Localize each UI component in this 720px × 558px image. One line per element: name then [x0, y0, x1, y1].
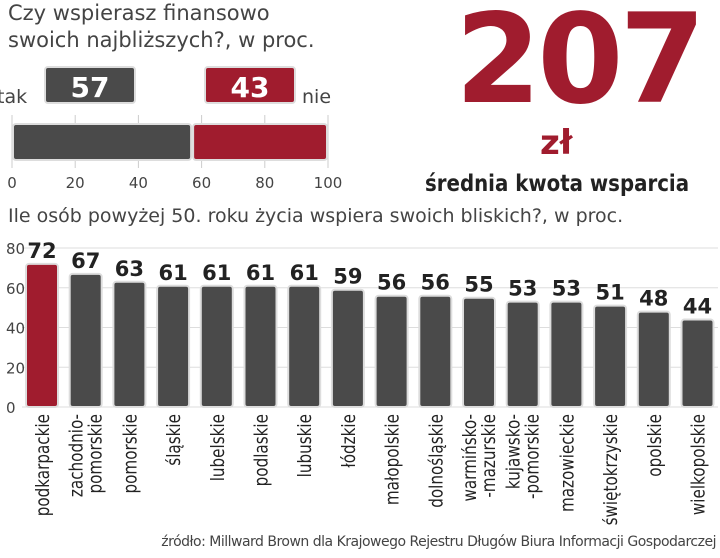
bar [549, 300, 584, 409]
data-label: 48 [639, 287, 668, 311]
data-label: 55 [464, 273, 493, 297]
category-label: dolnośląskie [426, 414, 448, 508]
category-label: wielkopolskie [688, 414, 710, 515]
data-label: 61 [246, 261, 275, 285]
bar [112, 280, 147, 409]
bar [68, 272, 103, 408]
bar-nie [192, 123, 328, 161]
data-label: 61 [158, 261, 187, 285]
category-label: zachodnio-pomorskie [66, 414, 107, 497]
bar [25, 262, 59, 408]
x-tick-label: 0 [7, 174, 17, 192]
value-label-tak: 57 [71, 71, 110, 104]
chart1-title: Czy wspierasz finansowo swoich najbliższ… [8, 1, 315, 52]
bar [156, 284, 191, 409]
x-tick-label: 60 [192, 174, 211, 192]
series-label-nie: nie [302, 86, 331, 108]
headline-unit: zł [540, 123, 573, 163]
data-label: 56 [421, 271, 450, 295]
data-label: 63 [115, 257, 144, 281]
y-tick-label: 40 [6, 320, 25, 338]
x-tick-label: 80 [255, 174, 274, 192]
bar [330, 288, 365, 408]
bar [287, 284, 322, 409]
data-label: 51 [595, 281, 624, 305]
x-tick-label: 20 [66, 174, 85, 192]
category-label: lubelskie [207, 414, 229, 481]
y-tick-label: 0 [6, 399, 16, 417]
category-label: małopolskie [382, 414, 404, 505]
y-tick-label: 60 [6, 280, 25, 298]
category-label: świętokrzyskie [601, 414, 623, 525]
category-label: kujawsko--pomorskie [503, 414, 544, 499]
category-label: warmińsko--mazurskie [459, 414, 500, 502]
data-label: 61 [202, 261, 231, 285]
data-label: 53 [508, 277, 537, 301]
bar-tak [12, 123, 193, 161]
series-label-tak: tak [0, 86, 27, 108]
bar [636, 310, 671, 409]
category-label: opolskie [644, 414, 666, 477]
data-label: 61 [290, 261, 319, 285]
x-tick-label: 40 [129, 174, 148, 192]
category-label: pomorskie [120, 414, 142, 494]
chart2-title: Ile osób powyżej 50. roku życia wspiera … [8, 205, 624, 227]
category-label: lubuskie [295, 414, 317, 477]
data-label: 72 [27, 239, 56, 263]
data-label: 67 [71, 249, 100, 273]
value-box-nie [204, 66, 296, 104]
category-label: łódzkie [338, 414, 360, 468]
bar [680, 318, 715, 408]
y-tick-label: 20 [6, 359, 25, 377]
bar [243, 284, 278, 409]
headline-value: 207 [455, 0, 706, 132]
category-label: mazowieckie [557, 414, 579, 512]
x-tick-label: 100 [314, 174, 343, 192]
data-label: 56 [377, 271, 406, 295]
bar [462, 296, 496, 408]
data-label: 59 [333, 265, 362, 289]
category-label: podkarpackie [32, 414, 54, 516]
bar [593, 304, 628, 409]
bar [418, 294, 453, 409]
category-label: śląskie [164, 414, 186, 466]
bar [374, 294, 409, 409]
bar [199, 284, 234, 409]
category-label: podlaskie [251, 414, 273, 486]
value-label-nie: 43 [231, 71, 270, 104]
source-note: źródło: Millward Brown dla Krajowego Rej… [161, 534, 716, 550]
headline-label: średnia kwota wsparcia [425, 171, 690, 197]
data-label: 44 [683, 295, 712, 319]
bar [505, 300, 540, 409]
y-tick-label: 80 [6, 240, 25, 258]
data-label: 53 [552, 277, 581, 301]
value-box-tak [44, 66, 136, 104]
